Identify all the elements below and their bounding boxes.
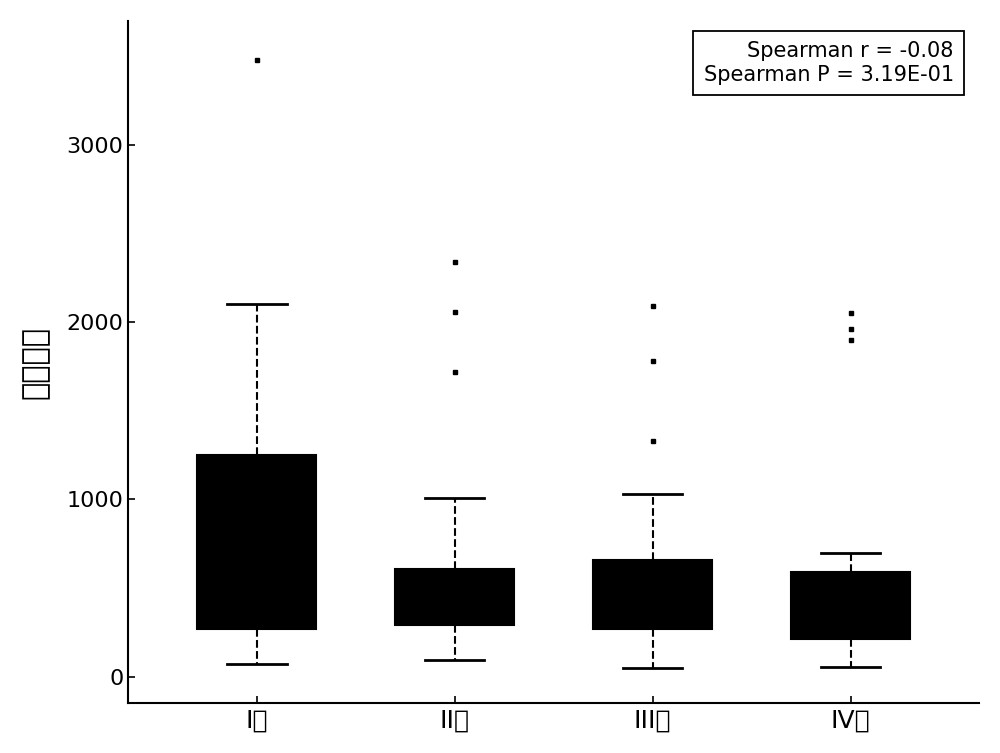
Text: Spearman r = -0.08
Spearman P = 3.19E-01: Spearman r = -0.08 Spearman P = 3.19E-01	[704, 41, 954, 84]
PathPatch shape	[791, 572, 910, 639]
Y-axis label: 生存天数: 生存天数	[21, 325, 50, 398]
PathPatch shape	[197, 455, 316, 629]
PathPatch shape	[395, 569, 514, 625]
PathPatch shape	[593, 559, 712, 629]
